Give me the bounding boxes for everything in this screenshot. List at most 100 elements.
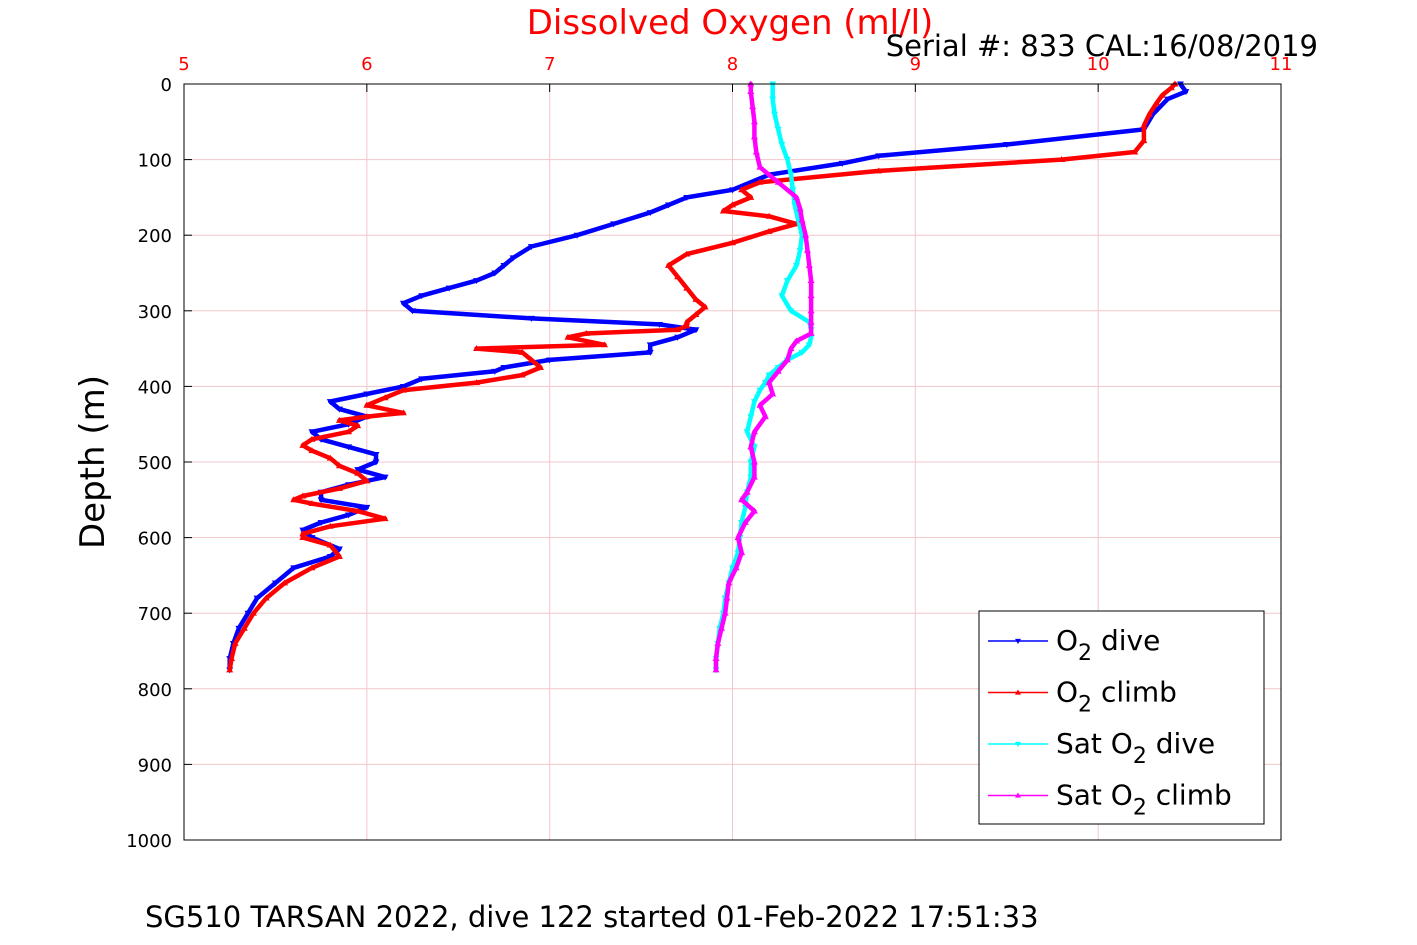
data-point-marker xyxy=(655,321,663,328)
data-point-marker xyxy=(335,484,343,491)
data-point-marker xyxy=(1164,96,1172,103)
data-point-marker xyxy=(792,337,800,344)
data-point-marker xyxy=(1140,122,1148,129)
data-point-marker xyxy=(774,367,782,374)
legend-swatch-marker xyxy=(1015,792,1021,798)
data-point-marker xyxy=(335,462,343,469)
data-point-marker xyxy=(765,372,773,379)
data-point-marker xyxy=(308,564,316,571)
data-point-marker xyxy=(756,401,764,408)
data-point-marker xyxy=(718,624,726,631)
data-point-marker xyxy=(875,167,883,174)
data-point-marker xyxy=(473,379,481,386)
y-axis-label: Depth (m) xyxy=(73,375,113,549)
data-point-marker xyxy=(345,512,353,519)
data-point-marker xyxy=(765,379,773,386)
serial-label: Serial #: 833 CAL:16/08/2019 xyxy=(886,29,1318,63)
data-point-marker xyxy=(674,273,682,280)
data-point-marker xyxy=(747,88,755,95)
data-point-marker xyxy=(646,210,654,217)
data-point-marker xyxy=(729,239,736,246)
legend-label-subscript: 2 xyxy=(1133,796,1147,821)
data-point-marker xyxy=(774,126,782,133)
data-point-marker xyxy=(500,365,508,371)
data-point-marker xyxy=(326,541,334,548)
x-tick-label: 7 xyxy=(544,54,555,75)
data-point-marker xyxy=(1176,81,1184,88)
x-tick-label: 11 xyxy=(1270,54,1293,75)
data-point-marker xyxy=(335,416,343,423)
data-point-marker xyxy=(743,429,751,436)
data-point-marker xyxy=(335,553,343,559)
data-point-marker xyxy=(734,534,742,541)
data-point-marker xyxy=(683,250,691,257)
data-point-marker xyxy=(527,244,535,251)
data-point-marker xyxy=(418,293,426,300)
data-point-marker xyxy=(345,444,353,451)
data-point-marker xyxy=(714,639,722,646)
data-point-marker xyxy=(738,186,746,193)
data-point-marker xyxy=(281,579,289,586)
data-point-marker xyxy=(712,666,720,673)
legend-label-subscript: 2 xyxy=(1133,744,1147,769)
data-point-marker xyxy=(683,322,691,329)
legend-label-rest: dive xyxy=(1147,727,1215,760)
data-point-marker xyxy=(769,81,777,88)
data-point-marker xyxy=(805,261,813,268)
data-point-marker xyxy=(491,368,499,375)
data-point-marker xyxy=(750,507,758,514)
data-point-marker xyxy=(582,329,590,336)
data-point-marker xyxy=(765,227,773,234)
data-point-marker xyxy=(354,422,362,429)
data-point-marker xyxy=(240,624,248,631)
data-point-marker xyxy=(363,477,371,484)
legend-swatch-marker xyxy=(1015,689,1021,695)
x-tick-label: 6 xyxy=(361,54,372,75)
data-point-marker xyxy=(1158,91,1166,98)
y-tick-label: 900 xyxy=(138,755,172,776)
data-point-marker xyxy=(491,270,499,277)
data-point-marker xyxy=(317,520,325,526)
data-point-marker xyxy=(399,409,407,416)
data-point-marker xyxy=(610,221,618,228)
data-point-marker xyxy=(564,333,572,340)
data-point-marker xyxy=(674,326,682,333)
data-point-marker xyxy=(354,507,362,514)
data-point-marker xyxy=(747,443,755,450)
data-point-marker xyxy=(701,303,709,310)
legend-label-subscript: 2 xyxy=(1078,641,1092,666)
data-point-marker xyxy=(228,655,236,662)
data-point-marker xyxy=(747,193,755,200)
legend-item: Sat O2 climb xyxy=(988,779,1232,821)
data-point-marker xyxy=(665,202,673,209)
data-point-marker xyxy=(299,530,307,537)
data-point-marker xyxy=(803,246,811,253)
data-point-marker xyxy=(774,178,782,185)
data-point-marker xyxy=(807,292,815,299)
x-axis-ticks: 5 6 7 8 9 10 11 xyxy=(178,54,1292,92)
legend-label-rest: climb xyxy=(1147,779,1232,812)
data-point-marker xyxy=(778,142,786,148)
data-point-marker xyxy=(372,459,380,466)
data-point-marker xyxy=(509,255,517,262)
data-point-marker xyxy=(335,546,343,553)
legend-label-base: Sat O xyxy=(1056,779,1133,812)
data-point-marker xyxy=(1167,84,1175,91)
data-point-marker xyxy=(792,262,800,269)
data-point-marker xyxy=(721,609,729,616)
chart-title: Dissolved Oxygen (ml/l) xyxy=(527,3,934,43)
legend-item: O2 climb xyxy=(988,676,1177,718)
data-point-marker xyxy=(317,497,325,504)
data-point-marker xyxy=(473,278,481,285)
data-point-marker xyxy=(798,349,806,356)
data-point-marker xyxy=(778,293,786,300)
data-point-marker xyxy=(1140,137,1148,144)
legend-label-base: O xyxy=(1056,676,1078,709)
data-point-marker xyxy=(518,371,526,378)
data-point-marker xyxy=(473,345,481,352)
data-point-marker xyxy=(805,342,813,349)
footer-caption: SG510 TARSAN 2022, dive 122 started 01-F… xyxy=(145,900,1039,934)
data-point-marker xyxy=(308,500,316,507)
data-point-marker xyxy=(308,435,316,442)
